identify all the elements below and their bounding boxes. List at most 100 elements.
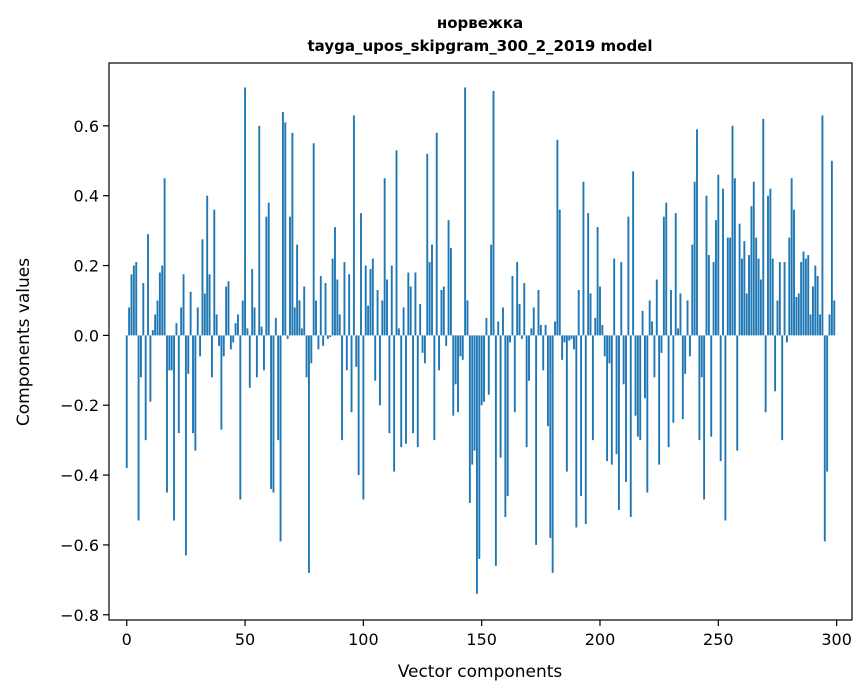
- bar-165: [516, 262, 519, 336]
- bar-182: [556, 139, 559, 336]
- bar-49: [241, 300, 244, 336]
- bar-200: [599, 286, 601, 336]
- bar-2: [130, 274, 133, 336]
- bar-88: [334, 227, 336, 336]
- y-tick-label: 0.6: [74, 117, 99, 136]
- bar-113: [393, 335, 396, 472]
- bar-53: [251, 269, 254, 336]
- bar-56: [258, 125, 261, 336]
- bar-89: [336, 279, 339, 336]
- bar-109: [383, 178, 386, 336]
- bar-58: [263, 335, 265, 371]
- bar-195: [587, 213, 590, 336]
- bar-172: [532, 307, 535, 336]
- bar-146: [471, 335, 474, 465]
- bar-76: [305, 335, 308, 378]
- bar-155: [492, 90, 495, 336]
- chart-title: норвежка: [437, 14, 523, 32]
- bar-268: [759, 279, 762, 336]
- bar-70: [291, 132, 294, 336]
- bar-206: [613, 258, 616, 336]
- bar-183: [558, 209, 561, 336]
- bar-26: [187, 335, 190, 374]
- bar-48: [239, 335, 242, 500]
- bar-135: [445, 335, 448, 346]
- bar-46: [234, 323, 237, 336]
- bar-184: [561, 335, 564, 360]
- y-tick-label: 0.0: [74, 326, 99, 345]
- bar-218: [641, 310, 644, 336]
- bar-11: [151, 330, 154, 336]
- bar-187: [568, 335, 571, 341]
- bar-271: [767, 195, 769, 336]
- bar-205: [610, 335, 613, 465]
- bar-150: [480, 335, 483, 406]
- bar-106: [376, 289, 379, 336]
- bar-157: [497, 321, 500, 336]
- bar-282: [793, 209, 795, 336]
- bar-272: [769, 188, 772, 336]
- bar-97: [355, 335, 358, 367]
- bar-61: [270, 335, 273, 490]
- x-axis-label: Vector components: [398, 662, 563, 682]
- bar-255: [729, 237, 732, 336]
- bar-98: [357, 335, 360, 476]
- bar-185: [563, 335, 566, 343]
- bar-298: [830, 160, 833, 336]
- bar-42: [225, 286, 228, 336]
- bar-79: [312, 143, 315, 336]
- bar-275: [776, 300, 779, 336]
- bar-32: [201, 239, 204, 336]
- bar-169: [525, 335, 528, 448]
- bar-41: [222, 335, 225, 357]
- bar-108: [381, 300, 384, 336]
- bar-104: [371, 258, 374, 336]
- bar-57: [260, 326, 263, 336]
- bar-6: [140, 335, 142, 378]
- bar-252: [722, 188, 724, 336]
- bar-231: [672, 335, 675, 423]
- bar-238: [688, 335, 691, 357]
- bar-3: [132, 265, 135, 336]
- bar-178: [546, 335, 549, 427]
- bar-232: [674, 213, 677, 336]
- bar-241: [696, 129, 698, 336]
- bar-128: [428, 262, 431, 336]
- bar-139: [454, 335, 457, 385]
- bar-148: [476, 335, 478, 594]
- bar-124: [419, 303, 422, 336]
- bar-115: [397, 328, 400, 336]
- bar-117: [402, 307, 405, 336]
- bar-261: [743, 241, 746, 336]
- bar-91: [341, 335, 344, 441]
- bar-235: [681, 335, 684, 420]
- bar-237: [686, 300, 689, 336]
- bar-78: [310, 335, 313, 364]
- bar-246: [707, 255, 710, 336]
- x-tick-label: 0: [122, 630, 132, 649]
- y-tick-label: 0.2: [74, 257, 99, 276]
- bar-173: [535, 335, 538, 545]
- bar-215: [634, 335, 637, 416]
- bar-223: [653, 335, 656, 378]
- bar-43: [227, 281, 230, 336]
- bar-51: [246, 328, 249, 336]
- bar-247: [710, 335, 713, 437]
- bar-251: [719, 335, 722, 462]
- bar-94: [348, 274, 351, 336]
- bar-273: [771, 258, 774, 336]
- bar-279: [785, 335, 788, 343]
- bar-131: [435, 132, 438, 336]
- bar-270: [764, 335, 767, 413]
- bar-292: [816, 276, 819, 336]
- bar-143: [464, 87, 467, 336]
- bar-291: [814, 265, 817, 336]
- bar-10: [149, 335, 152, 402]
- bar-158: [499, 335, 502, 458]
- bar-25: [184, 335, 187, 556]
- bar-276: [778, 262, 781, 336]
- bar-142: [461, 335, 464, 360]
- bar-248: [712, 262, 715, 336]
- bar-191: [577, 289, 580, 336]
- x-tick-label: 100: [348, 630, 379, 649]
